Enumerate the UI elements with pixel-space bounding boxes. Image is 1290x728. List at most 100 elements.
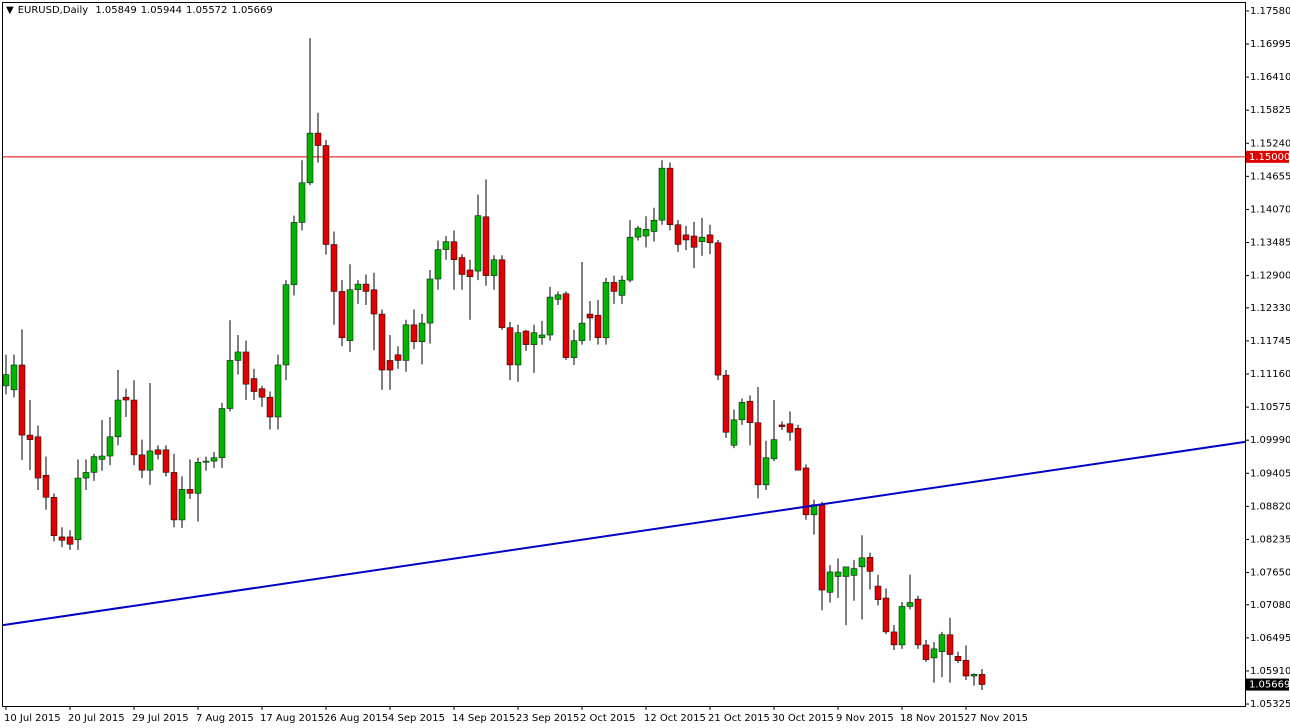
header: ▼ EURUSD,Daily 1.05849 1.05944 1.05572 1.056…	[6, 5, 277, 16]
symbol: EURUSD,Daily	[17, 5, 89, 16]
x-tick-label: 26 Aug 2015	[324, 713, 388, 724]
candle-body	[274, 364, 282, 418]
y-tick-label: 1.05910	[1250, 666, 1290, 677]
candle-body	[690, 235, 698, 248]
y-tick-label: 1.12330	[1250, 303, 1290, 314]
y-tick-label: 1.15240	[1250, 138, 1290, 149]
candle-body	[482, 216, 490, 276]
x-tick-label: 4 Sep 2015	[388, 713, 445, 724]
trend-line	[2, 440, 1246, 627]
candle-body	[642, 228, 650, 237]
candle-body	[938, 634, 946, 652]
candle-body	[210, 457, 218, 462]
y-tick-label: 1.16410	[1250, 72, 1290, 83]
plot-frame	[2, 2, 1246, 707]
x-tick-label: 17 Aug 2015	[260, 713, 324, 724]
candle-body	[130, 399, 138, 456]
y-tick-label: 1.12900	[1250, 271, 1290, 282]
candle-body	[962, 659, 970, 677]
candle-body	[370, 289, 378, 315]
candle-body	[250, 378, 258, 392]
candle-body	[754, 422, 762, 486]
x-tick-label: 20 Jul 2015	[68, 713, 125, 724]
y-tick-label: 1.10575	[1250, 402, 1290, 413]
candle-body	[794, 428, 802, 471]
candle-body	[858, 557, 866, 568]
x-tick-label: 7 Aug 2015	[196, 713, 254, 724]
candle-body	[434, 249, 442, 280]
candle-body	[562, 293, 570, 358]
candle-body	[522, 330, 530, 345]
candle-body	[818, 504, 826, 591]
candle-body	[634, 227, 642, 238]
candle-body	[874, 585, 882, 600]
candle-body	[714, 242, 722, 376]
candle-body	[786, 423, 794, 433]
candle-body	[682, 234, 690, 241]
candle-body	[410, 324, 418, 343]
candle-body	[554, 294, 562, 300]
candle-body	[306, 132, 314, 184]
candle-body	[234, 351, 242, 361]
x-tick-label: 21 Oct 2015	[708, 713, 770, 724]
y-tick-label: 1.07080	[1250, 600, 1290, 611]
candle-body	[722, 374, 730, 433]
candle-body	[18, 364, 26, 436]
candle-body	[842, 566, 850, 577]
candle-body	[266, 396, 274, 418]
candle-body	[114, 399, 122, 438]
last-close: 1.05669	[231, 5, 273, 16]
x-tick-label: 29 Jul 2015	[132, 713, 189, 724]
candle-body	[346, 289, 354, 341]
candle-body	[82, 472, 90, 479]
candle-body	[178, 489, 186, 521]
y-tick-label: 1.11745	[1250, 336, 1290, 347]
candle-body	[570, 340, 578, 358]
candle-body	[906, 602, 914, 607]
candle-body	[538, 334, 546, 339]
candle-body	[378, 313, 386, 371]
candle-body	[258, 388, 266, 398]
last-open: 1.05849	[95, 5, 137, 16]
candle-body	[170, 472, 178, 521]
y-tick-label: 1.13485	[1250, 238, 1290, 249]
level-label: 1.15000	[1249, 152, 1290, 163]
candle-body	[386, 360, 394, 371]
candle-body	[770, 439, 778, 460]
candle-body	[650, 219, 658, 232]
candle-body	[474, 215, 482, 272]
y-tick-label: 1.15825	[1250, 105, 1290, 116]
candle-body	[362, 283, 370, 292]
candle-body	[978, 674, 986, 685]
candle-body	[666, 167, 674, 225]
menu-arrow[interactable]: ▼	[6, 5, 14, 16]
candle-body	[98, 455, 106, 460]
candle-body	[42, 474, 50, 498]
candle-body	[354, 283, 362, 290]
candle-body	[146, 450, 154, 471]
candle-body	[450, 241, 458, 261]
candle-body	[74, 477, 82, 540]
candle-body	[322, 145, 330, 245]
candle-body	[626, 236, 634, 281]
candle-body	[826, 571, 834, 593]
x-tick-label: 27 Nov 2015	[964, 713, 1028, 724]
candle-body	[242, 351, 250, 385]
x-tick-label: 2 Oct 2015	[580, 713, 635, 724]
candle-body	[698, 236, 706, 242]
y-tick-label: 1.07650	[1250, 568, 1290, 579]
candle-body	[850, 568, 858, 576]
candle-body	[706, 234, 714, 244]
candle-body	[946, 634, 954, 655]
candle-body	[34, 436, 42, 479]
candle-body	[226, 360, 234, 409]
y-tick-label: 1.08235	[1250, 534, 1290, 545]
candle-body	[162, 449, 170, 473]
candle-body	[890, 631, 898, 646]
candle-body	[922, 644, 930, 660]
x-tick-label: 30 Oct 2015	[772, 713, 834, 724]
y-tick-label: 1.05325	[1250, 699, 1290, 710]
candle-body	[762, 457, 770, 486]
candle-body	[330, 244, 338, 292]
